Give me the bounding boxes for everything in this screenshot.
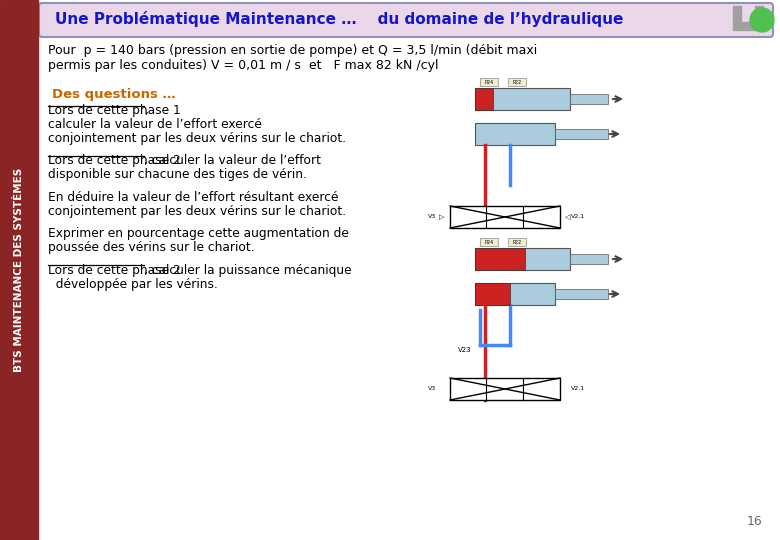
Bar	[733, 6, 741, 22]
FancyBboxPatch shape	[39, 3, 773, 37]
Text: V2.1: V2.1	[571, 387, 585, 392]
Text: P24: P24	[484, 79, 494, 84]
Bar	[755, 6, 763, 22]
Text: ▷: ▷	[439, 214, 445, 220]
Bar	[475, 283, 555, 305]
Text: poussée des vérins sur le chariot.: poussée des vérins sur le chariot.	[48, 241, 254, 254]
Text: Lors de cette phase 2: Lors de cette phase 2	[48, 264, 181, 276]
Text: Lors de cette phase 1: Lors de cette phase 1	[48, 104, 181, 117]
Bar	[475, 248, 525, 270]
Text: disponible sur chacune des tiges de vérin.: disponible sur chacune des tiges de véri…	[48, 168, 307, 181]
Text: V23: V23	[458, 347, 472, 353]
Bar	[570, 94, 608, 104]
Circle shape	[750, 8, 774, 32]
Text: BTS MAINTENANCE DES SYSTÈMES: BTS MAINTENANCE DES SYSTÈMES	[14, 168, 24, 372]
Text: Pour  p = 140 bars (pression en sortie de pompe) et Q = 3,5 l/min (débit maxi: Pour p = 140 bars (pression en sortie de…	[48, 44, 537, 57]
Text: , calculer la valeur de l’effort: , calculer la valeur de l’effort	[144, 154, 321, 167]
Bar	[450, 206, 560, 228]
Bar	[508, 78, 526, 86]
Text: calculer la valeur de l’effort exercé: calculer la valeur de l’effort exercé	[48, 118, 262, 131]
Bar	[475, 88, 570, 110]
Bar	[555, 129, 608, 139]
Text: , calculer la puissance mécanique: , calculer la puissance mécanique	[144, 264, 352, 276]
Text: développée par les vérins.: développée par les vérins.	[48, 278, 218, 291]
Bar	[450, 378, 560, 400]
Text: ,: ,	[144, 104, 148, 117]
Bar	[733, 22, 763, 30]
Bar	[570, 254, 608, 264]
Text: V3: V3	[428, 214, 436, 219]
Text: P22: P22	[512, 79, 522, 84]
Bar	[555, 289, 608, 299]
Text: conjointement par les deux vérins sur le chariot.: conjointement par les deux vérins sur le…	[48, 132, 346, 145]
Text: permis par les conduites) V = 0,01 m / s  et   F max 82 kN /cyl: permis par les conduites) V = 0,01 m / s…	[48, 59, 438, 72]
Text: En déduire la valeur de l’effort résultant exercé: En déduire la valeur de l’effort résulta…	[48, 191, 339, 204]
Text: Exprimer en pourcentage cette augmentation de: Exprimer en pourcentage cette augmentati…	[48, 227, 349, 240]
Text: P22: P22	[512, 240, 522, 245]
Bar	[475, 88, 493, 110]
Text: Des questions …: Des questions …	[52, 88, 176, 101]
Bar	[475, 283, 510, 305]
Bar	[508, 238, 526, 246]
Text: conjointement par les deux vérins sur le chariot.: conjointement par les deux vérins sur le…	[48, 205, 346, 218]
Bar	[475, 123, 555, 145]
Text: ◁: ◁	[566, 214, 571, 220]
Text: P24: P24	[484, 240, 494, 245]
Text: Lors de cette phase 2: Lors de cette phase 2	[48, 154, 181, 167]
Text: V2.1: V2.1	[571, 214, 585, 219]
Text: V3: V3	[428, 387, 436, 392]
Bar	[480, 238, 498, 246]
Text: 16: 16	[746, 515, 762, 528]
Bar	[480, 78, 498, 86]
Bar	[0, 0, 38, 540]
Bar	[475, 248, 570, 270]
Text: Une Problématique Maintenance …    du domaine de l’hydraulique: Une Problématique Maintenance … du domai…	[55, 11, 623, 27]
